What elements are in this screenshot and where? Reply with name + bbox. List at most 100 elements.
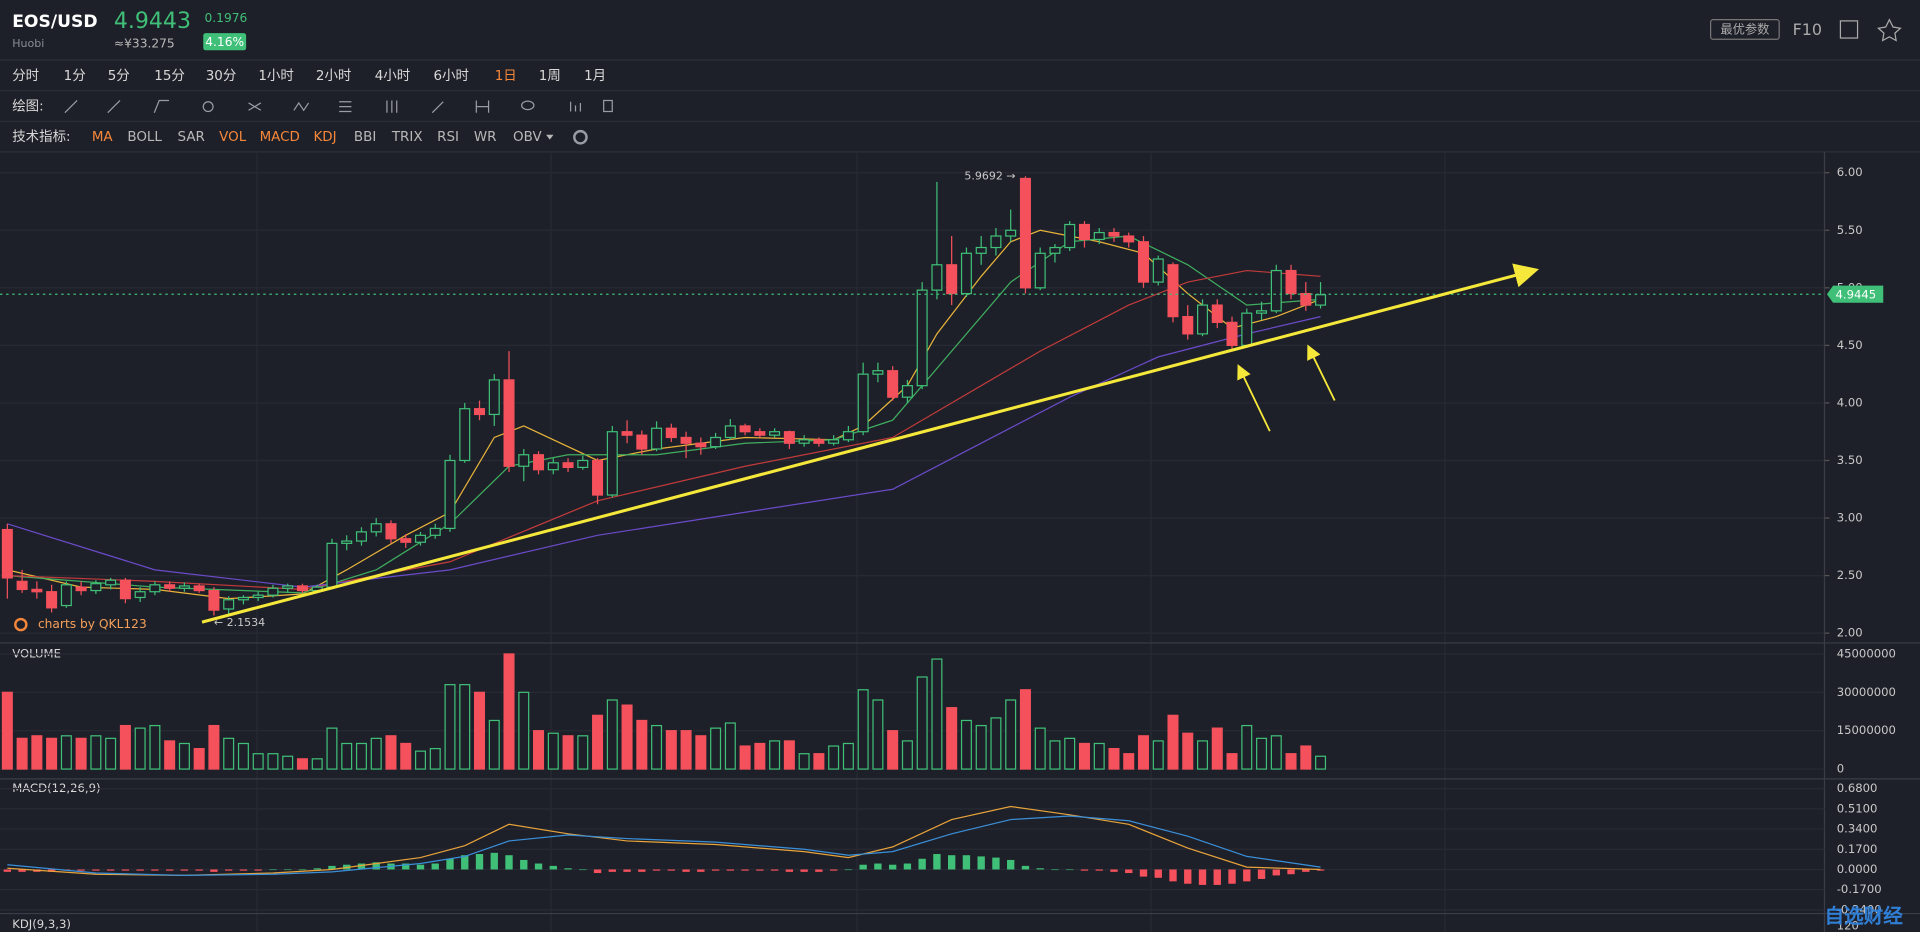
volume-bar [1167,714,1179,770]
period-tab[interactable]: 6小时 [433,68,468,84]
macd-bar [933,854,941,870]
watermark: charts by QKL123 [38,617,147,631]
macd-bar [490,852,498,870]
period-tab[interactable]: 30分 [206,68,237,84]
macd-bar [697,869,705,872]
indicator-tab[interactable]: TRIX [391,130,423,145]
y-tick-label: -0.1700 [1837,882,1882,896]
candle-body [326,542,338,588]
fullscreen-icon[interactable] [1839,20,1859,39]
indicator-tab[interactable]: KDJ [313,130,336,145]
volume-bar [783,740,795,770]
period-tab[interactable]: 1小时 [258,68,293,84]
params-button[interactable] [1710,19,1780,40]
macd-bar [505,855,513,870]
period-tab[interactable]: 1日 [495,69,517,84]
macd-bar [711,869,720,871]
volume-bar [1270,735,1282,770]
volume-bar [1315,755,1327,770]
indicator-tab[interactable]: BBI [354,130,376,145]
volume-bar [60,735,72,770]
indicator-tab[interactable]: OBV [513,130,542,145]
macd-bar [652,869,661,871]
volume-bar [164,740,176,770]
period-tab[interactable]: 5分 [108,68,130,84]
volume-bar [828,745,840,770]
volume-bar [695,735,707,770]
drawing-tools[interactable] [64,99,613,114]
macd-bar [313,868,321,870]
macd-bar [151,869,159,871]
symbol: EOS/USD [12,12,97,32]
star-icon[interactable] [1877,18,1902,42]
candle-body [990,235,1002,249]
settings-icon[interactable] [573,129,588,145]
macd-line [7,805,1321,877]
period-tab[interactable]: 分时 [12,68,39,84]
period-tab[interactable]: 15分 [154,68,185,84]
candle-body [1005,229,1017,237]
volume-bar [46,737,58,770]
y-tick-label: 4.50 [1837,338,1863,352]
period-tab[interactable]: 1分 [64,68,86,84]
indicator-tab[interactable]: SAR [178,130,205,145]
candle-body [1019,177,1031,289]
period-tab[interactable]: 1周 [539,69,561,84]
candle-body [621,431,633,436]
volume-bar [75,737,87,770]
indicator-label: 技术指标: [12,129,70,145]
indicator-tab[interactable]: MA [92,130,114,145]
candle-body [1211,304,1223,323]
volume-bar [355,742,367,770]
macd-bar [579,869,587,871]
volume-bar [341,742,353,770]
indicator-tab[interactable]: RSI [437,130,459,145]
volume-bar [990,717,1002,770]
indicator-tab[interactable]: WR [474,130,497,145]
params-label[interactable]: 最优参数 [1720,22,1769,37]
volume-bar [621,704,633,770]
macd-bar [92,869,100,871]
volume-bar [370,737,382,770]
candle-body [798,439,810,444]
volume-bar [31,735,43,770]
candle-body [282,585,294,589]
candle-body [636,434,648,450]
candle-body [90,583,102,592]
volume-bar [119,724,131,770]
indicator-tab[interactable]: BOLL [127,130,162,145]
indicator-tab[interactable]: VOL [219,130,247,145]
candle-body [695,442,707,448]
period-tab[interactable]: 4小时 [375,68,410,84]
period-tab[interactable]: 2小时 [316,68,351,84]
y-tick-label: 0 [1837,762,1844,776]
macd-bar [239,869,248,871]
volume-bar [252,753,264,770]
volume-bar [651,724,663,770]
candle-body [813,439,825,444]
macd-bar [446,858,454,870]
volume-bar [1064,737,1076,770]
volume-bar [1078,742,1090,770]
macd-bar [1272,869,1280,876]
candle-body [533,454,545,471]
macd-bar [962,855,971,870]
macd-bar [475,854,484,870]
candle-body [1167,264,1179,318]
candle-body [1093,231,1105,241]
volume-bar [1137,735,1149,770]
macd-bar [1213,869,1221,885]
y-tick-label: 0.5100 [1837,801,1878,815]
indicator-tab[interactable]: MACD [260,130,300,145]
volume-bar [1019,689,1031,770]
period-tab[interactable]: 1月 [584,69,606,84]
candle-body [651,427,663,450]
volume-bar [400,742,412,770]
volume-bar [193,747,205,770]
f10-button[interactable]: F10 [1793,20,1822,39]
macd-bar [1036,868,1044,870]
change-badge [203,33,247,51]
volume-bar [1152,740,1164,770]
volume-bar [547,732,559,770]
